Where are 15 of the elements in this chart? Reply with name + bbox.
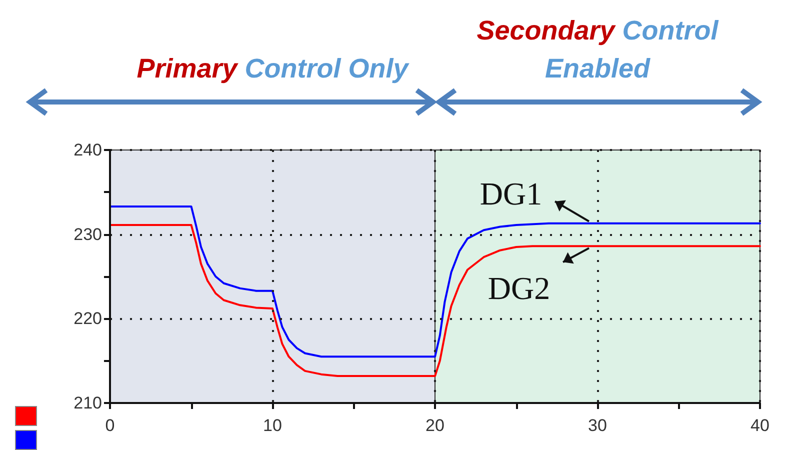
series-label: DG1 xyxy=(480,175,542,212)
y-tick-label: 240 xyxy=(74,140,102,160)
line-series xyxy=(109,206,761,358)
x-tick-label: 20 xyxy=(426,416,444,435)
x-tick-label: 10 xyxy=(263,416,282,435)
x-tick-label: 0 xyxy=(105,416,115,435)
x-tick-label: 30 xyxy=(588,416,607,435)
y-tick-label: 220 xyxy=(74,309,102,328)
line-series xyxy=(109,224,761,378)
y-tick-label: 230 xyxy=(74,224,102,244)
x-tick-label: 40 xyxy=(750,416,770,435)
band-label: Primary Control Only xyxy=(136,54,410,84)
band-label: Secondary Control Enabled xyxy=(476,16,719,84)
series-label: DG2 xyxy=(488,270,550,306)
y-tick-label: 210 xyxy=(74,394,102,412)
